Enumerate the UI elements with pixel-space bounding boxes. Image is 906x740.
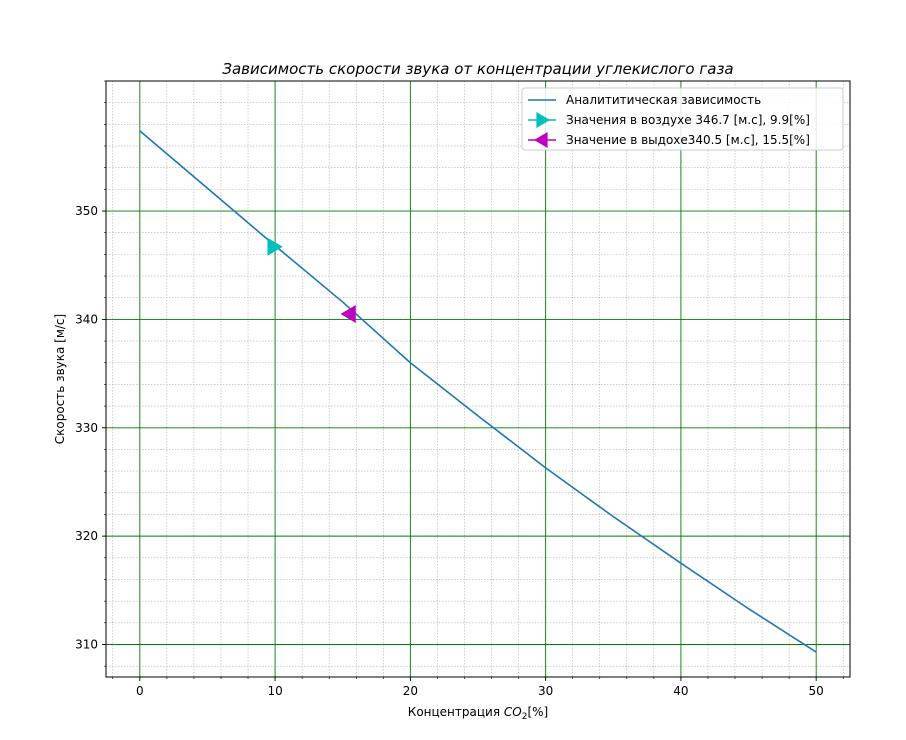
marker-air-value bbox=[267, 237, 283, 256]
plot-background bbox=[106, 81, 850, 677]
y-axis-ticks: 310 320 330 340 350 bbox=[75, 80, 106, 667]
plot-frame bbox=[105, 80, 851, 678]
legend-entry-label: Значения в воздухе 346.7 [м.с], 9.9[%] bbox=[566, 113, 810, 127]
x-tick-label: 50 bbox=[809, 684, 824, 698]
x-axis-label-subscript: 2 bbox=[522, 712, 528, 722]
legend: Аналититическая зависимость Значения в во… bbox=[521, 87, 844, 151]
y-tick-label: 350 bbox=[75, 204, 98, 218]
x-axis-label-symbol: CO bbox=[504, 705, 522, 719]
marker-exhale-value bbox=[340, 304, 356, 323]
x-tick-label: 20 bbox=[403, 684, 418, 698]
y-tick-label: 310 bbox=[75, 637, 98, 651]
x-tick-label: 10 bbox=[267, 684, 282, 698]
y-tick-label: 320 bbox=[75, 529, 98, 543]
y-tick-label: 340 bbox=[75, 312, 98, 326]
y-axis-label: Скорость звука [м/с] bbox=[53, 314, 67, 444]
chart-title: Зависимость скорости звука от концентрац… bbox=[222, 60, 733, 78]
legend-box bbox=[521, 87, 844, 151]
series-line-analytical bbox=[139, 130, 817, 653]
x-axis-label-prefix: Концентрация bbox=[408, 705, 504, 719]
legend-entry-label: Значение в выдохе340.5 [м.с], 15.5[%] bbox=[566, 133, 810, 147]
x-tick-label: 30 bbox=[538, 684, 553, 698]
x-tick-label: 0 bbox=[136, 684, 144, 698]
x-axis-label-suffix: [%] bbox=[527, 705, 548, 719]
x-axis-ticks: 0 10 20 30 40 50 bbox=[112, 677, 844, 698]
x-tick-label: 40 bbox=[673, 684, 688, 698]
y-tick-label: 330 bbox=[75, 421, 98, 435]
legend-entry-label: Аналититическая зависимость bbox=[566, 93, 761, 107]
legend-handle-marker bbox=[536, 112, 550, 128]
major-grid bbox=[106, 81, 850, 677]
series-layer bbox=[139, 130, 817, 653]
legend-handle-marker bbox=[534, 132, 548, 148]
x-axis-label: Концентрация CO2[%] bbox=[408, 705, 548, 722]
